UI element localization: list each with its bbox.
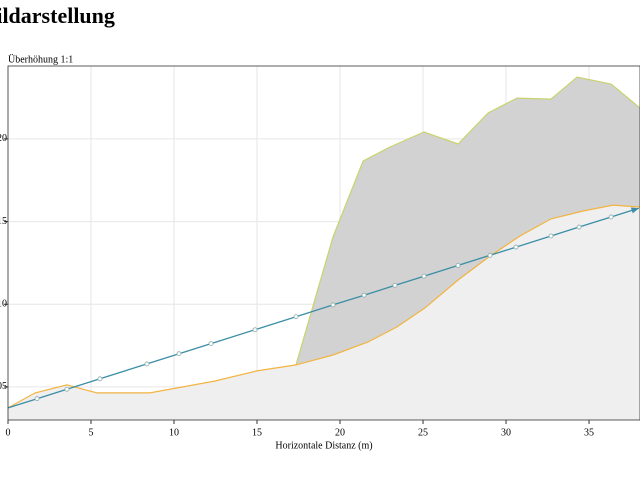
sight-point xyxy=(548,233,554,239)
sight-point xyxy=(144,361,150,367)
x-tick-label: 30 xyxy=(501,427,511,438)
terrain-line xyxy=(7,204,640,409)
sight-point xyxy=(608,214,614,220)
sight-point xyxy=(576,224,582,230)
y-tick-label: 410 xyxy=(0,299,7,310)
sight-point xyxy=(64,386,70,392)
sight-point xyxy=(392,283,398,288)
sight-point xyxy=(208,341,214,347)
y-tick-label: 415 xyxy=(0,216,7,227)
arrow-head xyxy=(630,207,639,214)
surface-line xyxy=(295,76,640,366)
y-tick-label: 420 xyxy=(0,133,7,144)
sight-point xyxy=(330,302,336,308)
page-title: ofildarstellung xyxy=(0,3,115,28)
plot-frame xyxy=(7,65,640,421)
sight-point xyxy=(97,376,103,382)
x-tick-label: 15 xyxy=(252,427,262,438)
terrain-area xyxy=(8,205,640,420)
y-tick-label: 405 xyxy=(0,381,7,392)
x-axis-label: Horizontale Distanz (m) xyxy=(275,440,372,451)
plot: 0 5 10 15 20 25 30 35 405 410 415 420 xyxy=(0,65,640,438)
x-tick-label: 0 xyxy=(6,427,11,438)
sight-point xyxy=(421,273,427,279)
sight-line xyxy=(7,207,639,409)
x-tick-label: 20 xyxy=(335,427,345,438)
sight-point xyxy=(293,314,299,320)
x-tick-label: 25 xyxy=(418,427,428,438)
sight-point xyxy=(361,292,367,298)
sight-point xyxy=(513,244,519,250)
sight-point xyxy=(176,351,182,357)
sight-point xyxy=(455,263,461,268)
sight-point xyxy=(34,396,40,402)
x-tick-label: 5 xyxy=(89,427,94,438)
sight-point xyxy=(252,327,258,333)
chart-subtitle: Überhöhung 1:1 xyxy=(8,53,73,65)
x-tick-label: 35 xyxy=(584,427,594,438)
sight-point xyxy=(487,252,493,258)
x-tick-label: 10 xyxy=(169,427,179,438)
